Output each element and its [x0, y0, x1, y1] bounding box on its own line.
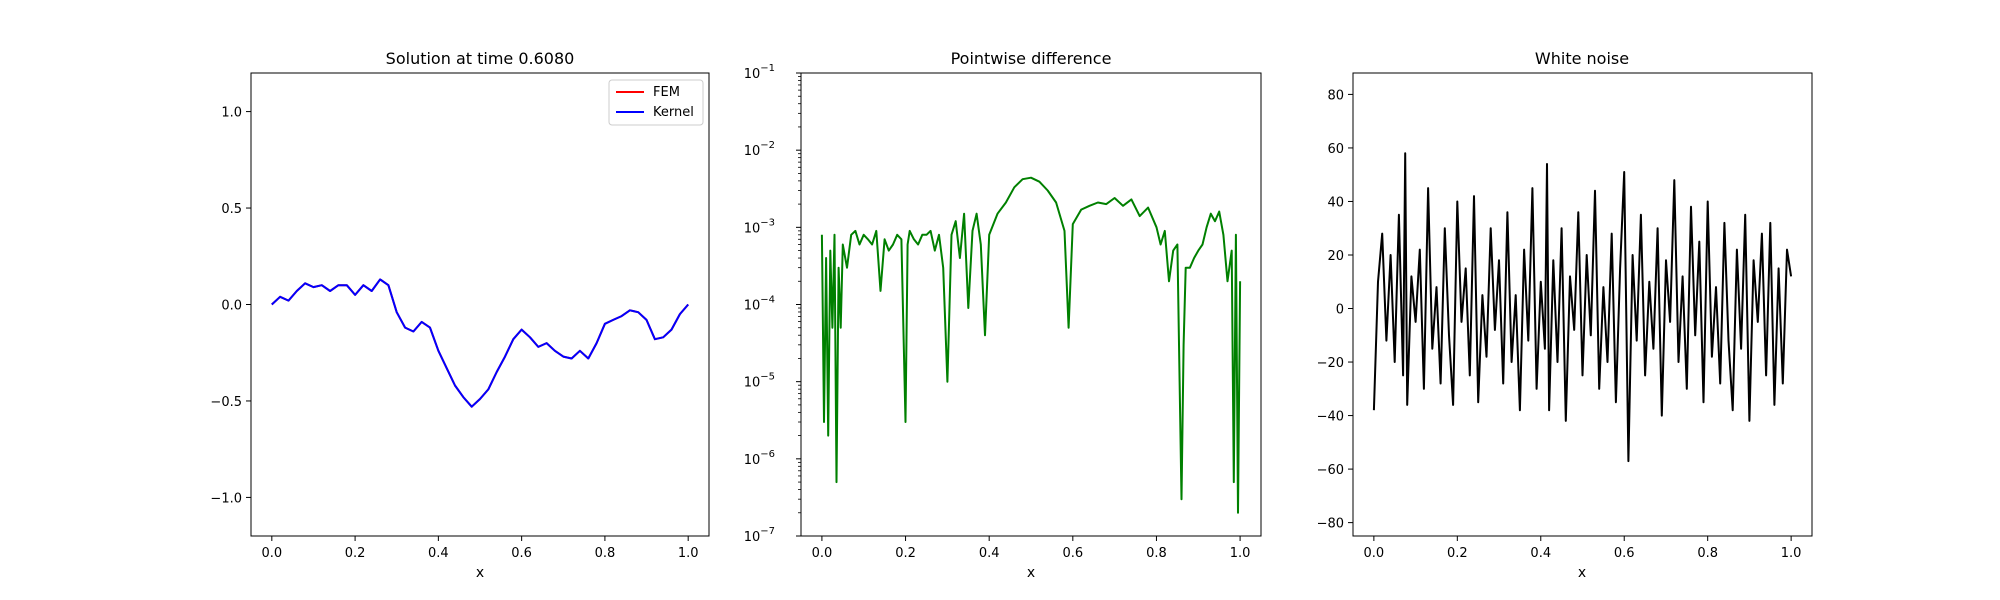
difference-y-tick-label: 10−6 [744, 449, 775, 468]
noise-y-tick-label: 0 [1336, 303, 1344, 318]
solution-x-tick-label: 0.8 [595, 546, 616, 561]
noise-y-tick-label: −40 [1317, 410, 1344, 425]
tick-base: 10 [744, 530, 761, 545]
noise-y-tick-label: 20 [1327, 249, 1344, 264]
tick-base: 10 [744, 376, 761, 391]
tick-base: 10 [744, 299, 761, 314]
noise-x-label: x [1578, 565, 1586, 581]
tick-base: 10 [744, 221, 761, 236]
difference-series-line-0 [820, 176, 1242, 514]
solution-title: Solution at time 0.6080 [386, 49, 575, 68]
solution-series-line-kernel [271, 278, 689, 408]
tick-exponent: −3 [760, 217, 775, 228]
noise-x-tick-label: 0.4 [1530, 546, 1551, 561]
solution-x-tick-label: 0.2 [345, 546, 366, 561]
tick-exponent: −4 [760, 295, 775, 306]
noise-y-tick-label: −60 [1317, 463, 1344, 478]
difference-x-tick-label: 0.0 [812, 546, 833, 561]
tick-exponent: −7 [760, 526, 775, 537]
difference-x-tick-label: 0.2 [895, 546, 916, 561]
difference-x-label: x [1027, 565, 1035, 581]
solution-legend: FEM Kernel [608, 79, 704, 126]
solution-x-tick-label: 0.6 [511, 546, 532, 561]
noise-y-tick-label: −20 [1317, 356, 1344, 371]
noise-axes-frame [1352, 72, 1813, 537]
difference-y-tick-label: 10−4 [744, 295, 775, 314]
noise-panel: White noise 0.0 0.2 0.4 0.6 0.8 1.0 −80 −60 −40 −… [1317, 49, 1813, 581]
noise-x-tick-label: 0.8 [1697, 546, 1718, 561]
noise-x-tick-label: 0.0 [1364, 546, 1385, 561]
difference-y-tick-label: 10−5 [744, 372, 775, 391]
tick-base: 10 [744, 453, 761, 468]
solution-x-label: x [476, 565, 484, 581]
solution-panel: Solution at time 0.6080 0.0 0.2 0.4 0.6 0.8 1… [210, 49, 710, 581]
solution-y-tick-label: −0.5 [210, 395, 242, 410]
noise-x-tick-label: 0.6 [1614, 546, 1635, 561]
tick-exponent: −1 [760, 63, 775, 74]
solution-y-tick-label: 0.0 [221, 299, 242, 314]
noise-y-tick-label: 60 [1327, 142, 1344, 157]
noise-y-tick-label: −80 [1317, 517, 1344, 532]
legend-label-fem: FEM [653, 85, 680, 100]
legend-label-kernel: Kernel [653, 105, 694, 120]
difference-ticks: 0.0 0.2 0.4 0.6 0.8 1.010−710−610−510−410−310… [744, 63, 1251, 561]
solution-ticks: 0.0 0.2 0.4 0.6 0.8 1.0 −1.0 −0.5 0.0 0.5 1.0 [210, 106, 698, 561]
solution-y-tick-label: −1.0 [210, 491, 242, 506]
noise-x-tick-label: 0.2 [1447, 546, 1468, 561]
noise-y-tick-label: 40 [1327, 195, 1344, 210]
solution-axes-frame [250, 72, 710, 537]
difference-x-tick-label: 1.0 [1230, 546, 1251, 561]
noise-plot-area [1372, 152, 1793, 463]
difference-y-tick-label: 10−2 [744, 140, 775, 159]
solution-plot-area [271, 278, 689, 408]
solution-y-tick-label: 0.5 [221, 202, 242, 217]
tick-exponent: −6 [760, 449, 775, 460]
difference-x-tick-label: 0.8 [1146, 546, 1167, 561]
difference-y-tick-label: 10−1 [744, 63, 775, 82]
noise-series-line-0 [1372, 152, 1793, 463]
solution-x-tick-label: 0.4 [428, 546, 449, 561]
noise-ticks: 0.0 0.2 0.4 0.6 0.8 1.0 −80 −60 −40 −20 0 20 40 60 80 [1317, 88, 1802, 561]
solution-x-tick-label: 0.0 [261, 546, 282, 561]
noise-x-tick-label: 1.0 [1781, 546, 1802, 561]
difference-x-tick-label: 0.4 [979, 546, 1000, 561]
tick-base: 10 [744, 144, 761, 159]
difference-y-tick-label: 10−3 [744, 217, 775, 236]
tick-exponent: −5 [760, 372, 775, 383]
noise-y-tick-label: 80 [1327, 88, 1344, 103]
tick-exponent: −2 [760, 140, 775, 151]
difference-title: Pointwise difference [951, 49, 1112, 68]
solution-y-tick-label: 1.0 [221, 106, 242, 121]
difference-axes-frame [800, 72, 1262, 537]
difference-y-tick-label: 10−7 [744, 526, 775, 545]
difference-plot-area [820, 176, 1242, 514]
solution-x-tick-label: 1.0 [678, 546, 699, 561]
difference-x-tick-label: 0.6 [1062, 546, 1083, 561]
difference-panel: Pointwise difference 0.0 0.2 0.4 0.6 0.8 1.0 1… [744, 49, 1262, 581]
noise-title: White noise [1535, 49, 1629, 68]
tick-base: 10 [744, 67, 761, 82]
